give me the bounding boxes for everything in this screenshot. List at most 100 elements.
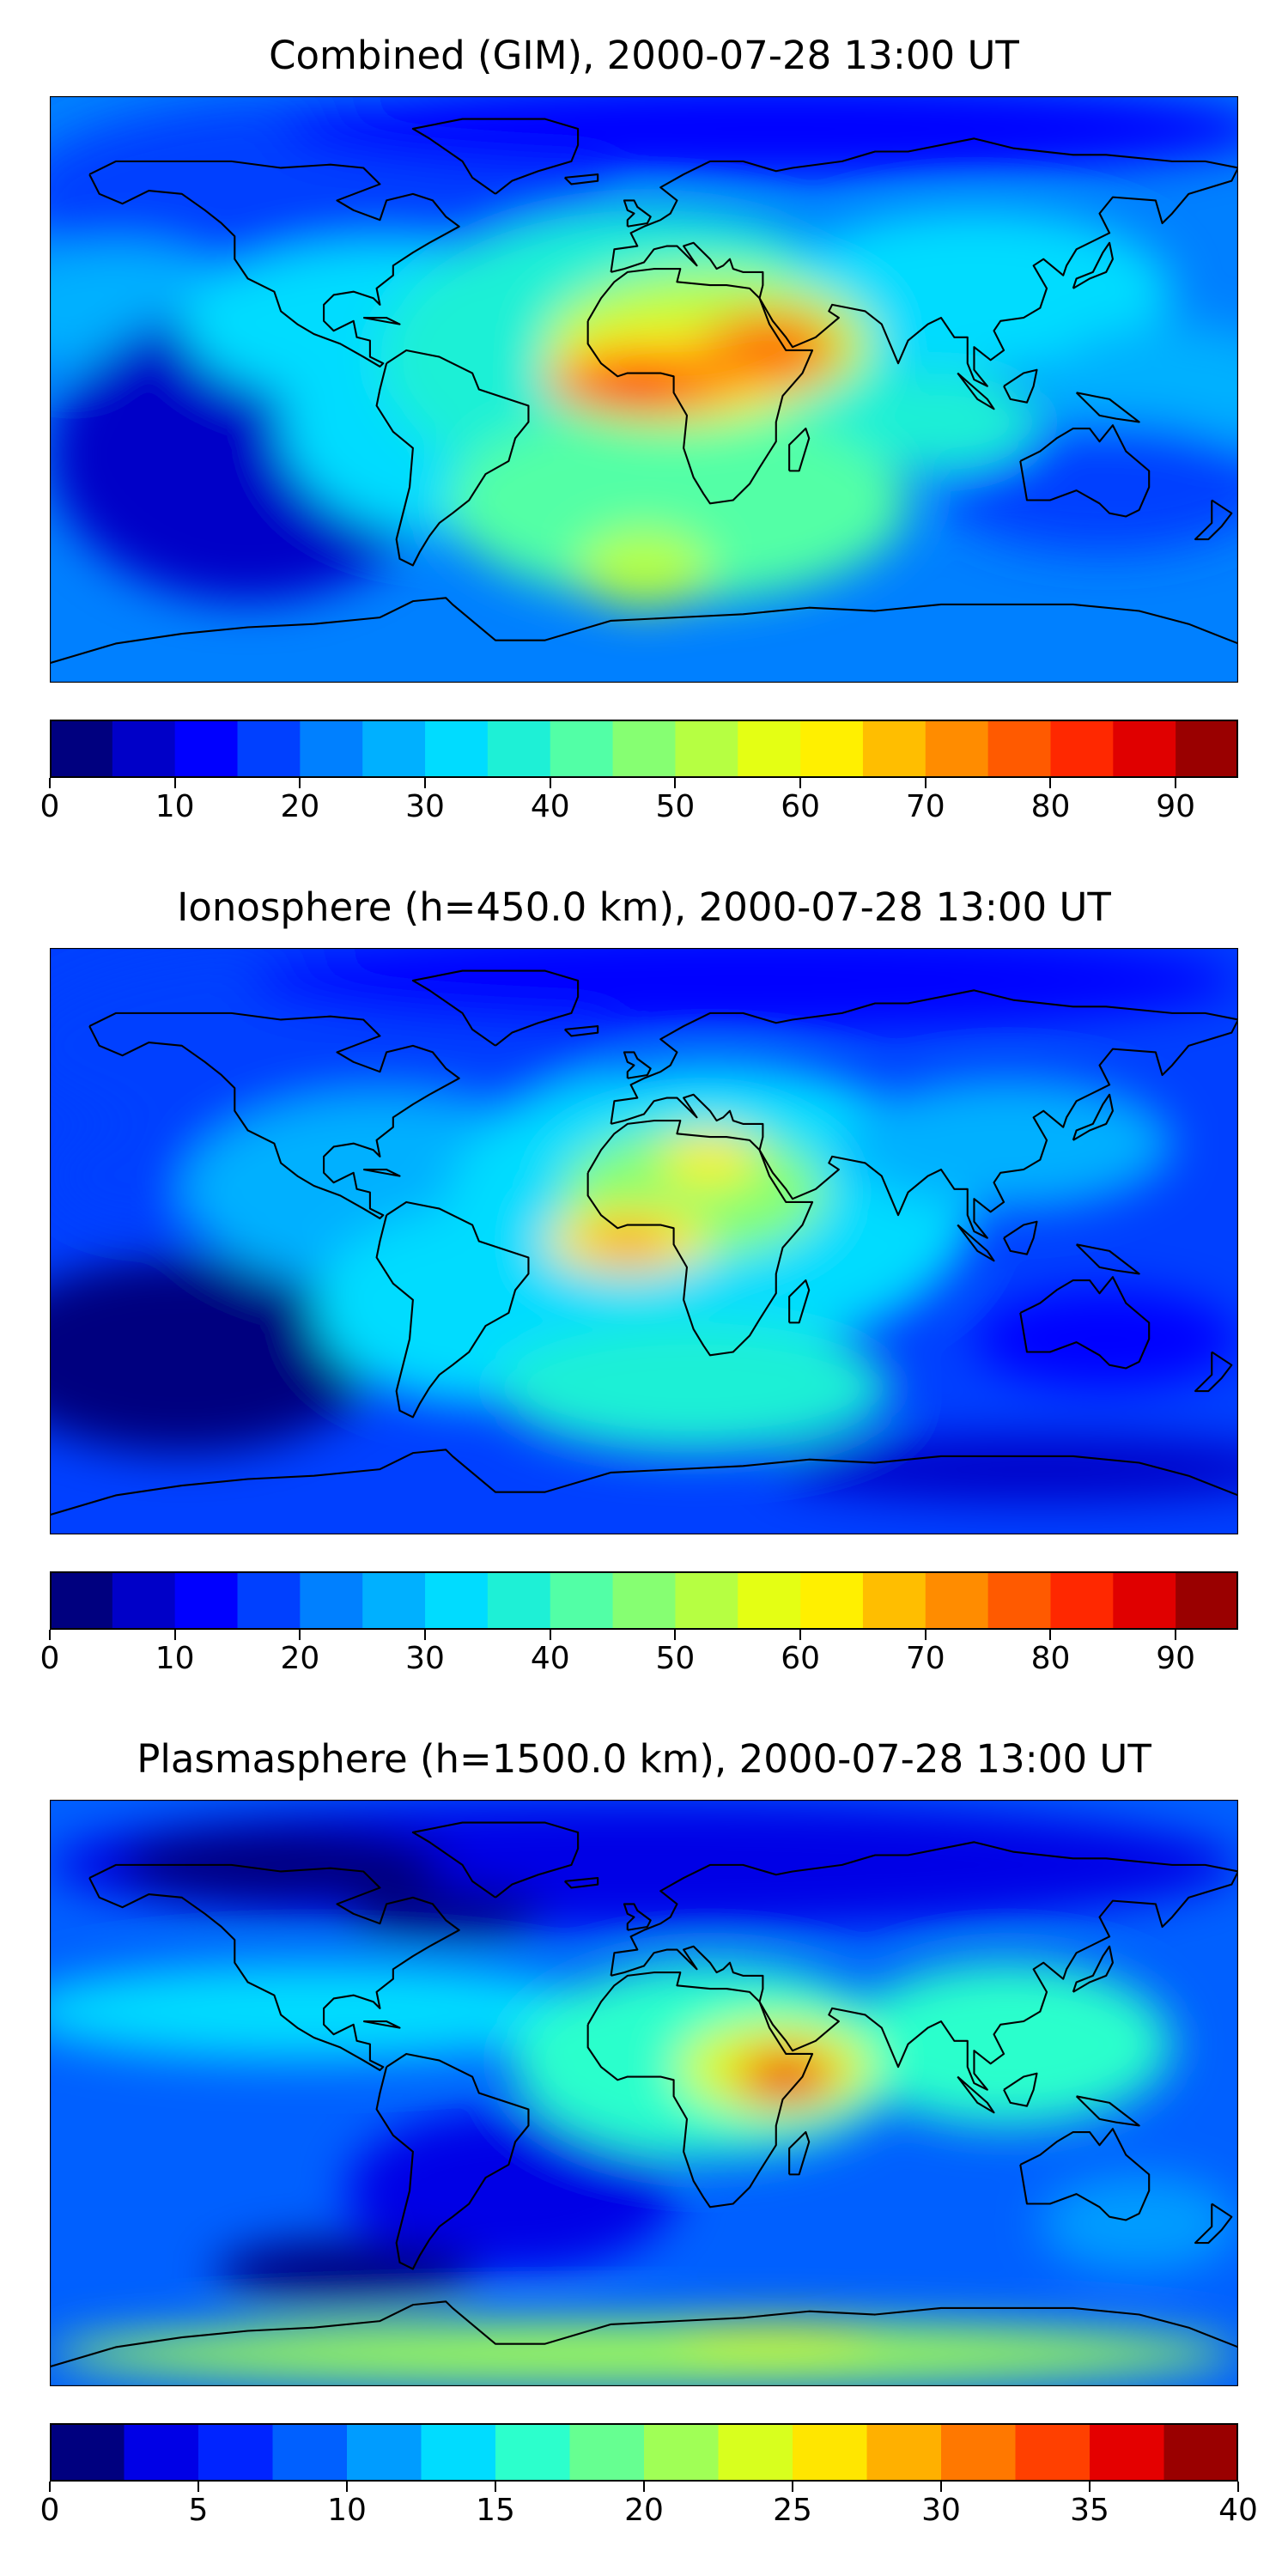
colorbar-swatch [1163,2423,1238,2482]
colorbar-tickmark [674,1630,677,1640]
colorbar-tick-label: 0 [39,789,60,824]
coastline-sumatra [957,1224,995,1262]
colorbar-swatch [425,720,489,778]
colorbar-tickmark [549,1630,551,1640]
coastline-cuba [363,1168,401,1177]
coastline-south-america [375,349,530,567]
colorbar-swatch [1113,720,1176,778]
colorbar-swatch [1050,1571,1114,1630]
colorbar-swatch [487,1571,551,1630]
contour-region [50,1962,611,2061]
colorbar-tickmark [940,2482,942,2492]
colorbar-swatch [1090,2423,1164,2482]
colorbar-tickmark [173,1630,176,1640]
contour-region [775,1437,1238,1503]
colorbar-swatch [612,1571,676,1630]
colorbar-swatch [1176,1571,1238,1630]
coastline-new-zealand [1194,2202,1233,2245]
colorbar-tick-label: 20 [280,789,320,824]
colorbar-swatch [1015,2423,1091,2482]
colorbar-swatch [112,720,176,778]
panel-title-ionosphere: Ionosphere (h=450.0 km), 2000-07-28 13:0… [177,884,1111,930]
colorbar-swatch [644,2423,719,2482]
colorbar-swatch [569,2423,645,2482]
colorbar-swatch [675,720,738,778]
colorbar-swatch [941,2423,1016,2482]
colorbar-tick-label: 10 [327,2493,367,2528]
coastline-north-america [88,1012,460,1219]
colorbar-tickmark [1175,1630,1177,1640]
colorbar-swatch [987,720,1051,778]
coastline-sumatra [957,372,995,410]
colorbar-tickmark [799,778,802,788]
coastline-africa [586,268,814,505]
coastline-uk [623,1051,652,1079]
colorbar-tickmark [1089,2482,1091,2492]
coastline-antarctica [50,597,1238,665]
coastline-new-zealand [1194,1351,1233,1393]
coastline-south-america [375,2052,530,2270]
colorbar-tick-label: 70 [905,1641,945,1676]
contour-region [580,1224,674,1258]
coastline-greenland [411,969,580,1047]
colorbar-swatch [237,720,301,778]
colorbar-tick-label: 60 [781,789,820,824]
colorbar-tick-label: 30 [405,789,445,824]
colorbar-tickmark [49,1630,51,1640]
colorbar-swatch [800,1571,864,1630]
coastline-madagascar [788,427,811,472]
colorbar-tickmark [1237,2482,1239,2492]
coastline-africa [586,1120,814,1357]
colorbar-tick-label: 20 [624,2493,664,2528]
colorbar-swatch [738,1571,801,1630]
colorbar-swatch [987,1571,1051,1630]
colorbar-tickmark [1049,1630,1052,1640]
colorbar-swatch [362,1571,426,1630]
coastline-australia [1019,1276,1151,1370]
colorbar-swatch [50,2423,125,2482]
contour-region [775,210,1173,374]
contour-region [495,1322,892,1454]
colorbar-tick-label: 60 [781,1641,820,1676]
colorbar-tickmark [299,1630,301,1640]
colorbar-swatch [495,2423,570,2482]
coastline-japan [1072,1945,1114,1993]
colorbar-swatch [925,720,989,778]
contour-region [941,422,1238,553]
colorbar-tickmark [495,2482,496,2492]
colorbar-swatch [1176,720,1238,778]
colorbar-tickmark [792,2482,793,2492]
colorbar-tick-label: 30 [405,1641,445,1676]
colorbar-swatch [421,2423,496,2482]
colorbar-swatch [174,1571,239,1630]
contour-region [974,1290,1238,1388]
colorbar-tickmark [643,2482,645,2492]
contour-region [660,1133,760,1186]
coastline-antarctica [50,2300,1238,2368]
colorbar-swatch [362,720,426,778]
coastline-greenland [411,118,580,195]
coastline-eurasia [610,1841,1238,2091]
contour-region [743,324,810,364]
colorbar-swatch [793,2423,867,2482]
contour-region [347,2109,677,2273]
contour-region [50,2321,1238,2386]
colorbar-tickmark [173,778,176,788]
coastline-australia [1019,424,1151,518]
panel-title-combined: Combined (GIM), 2000-07-28 13:00 UT [269,33,1019,78]
contour-region [347,1887,545,1941]
colorbar-tickmark [424,1630,427,1640]
coastline-africa [586,1971,814,2208]
contour-region [446,405,908,602]
coastline-madagascar [788,2130,811,2176]
contour-region [759,2060,813,2093]
colorbar-swatch [124,2423,199,2482]
coastline-iceland [563,1025,599,1037]
colorbar-swatch [925,1571,989,1630]
coastline-south-america [375,1200,530,1419]
colorbar-swatch [300,720,363,778]
colorbar-tick-label: 40 [530,1641,570,1676]
contour-region [215,2239,479,2306]
colorbar-frame [50,2423,1238,2482]
colorbar-tick-label: 50 [655,1641,696,1676]
